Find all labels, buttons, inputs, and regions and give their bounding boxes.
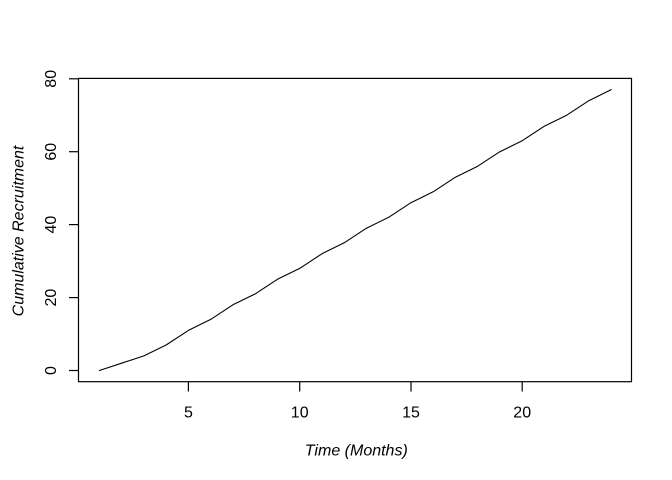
- svg-text:Time (Months): Time (Months): [305, 443, 408, 460]
- svg-text:10: 10: [291, 404, 309, 421]
- svg-text:40: 40: [43, 216, 60, 234]
- svg-text:Cumulative Recruitment: Cumulative Recruitment: [11, 145, 28, 316]
- svg-text:20: 20: [43, 289, 60, 307]
- svg-text:60: 60: [43, 143, 60, 161]
- svg-text:20: 20: [513, 404, 531, 421]
- svg-text:0: 0: [43, 366, 60, 375]
- svg-text:5: 5: [184, 404, 193, 421]
- svg-text:15: 15: [402, 404, 420, 421]
- svg-text:80: 80: [43, 70, 60, 88]
